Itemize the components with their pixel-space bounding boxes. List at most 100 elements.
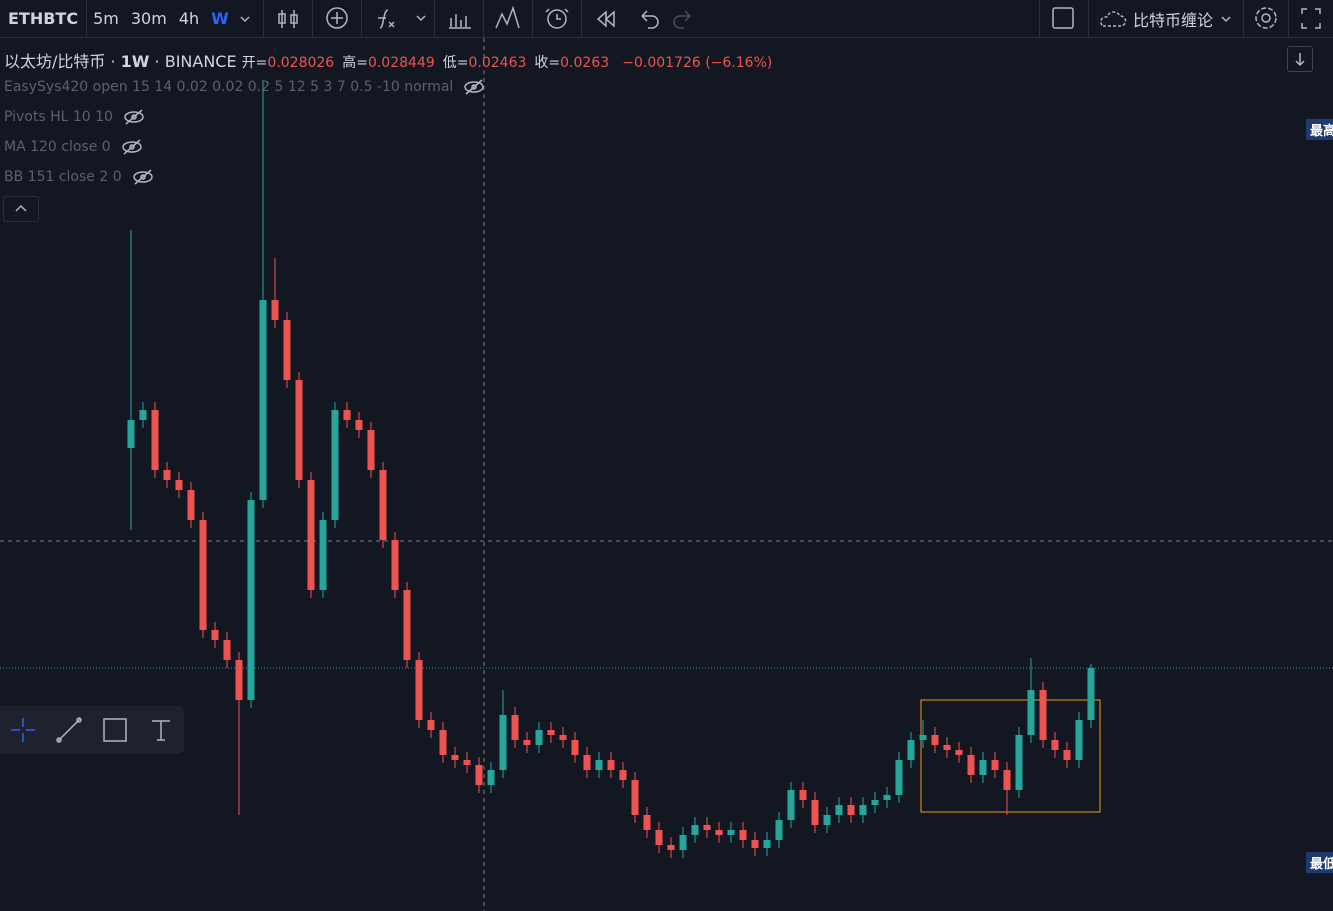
undo[interactable]: [630, 0, 666, 37]
text-tool[interactable]: [138, 706, 184, 754]
hidden-icon[interactable]: [130, 168, 156, 186]
chart-type[interactable]: [264, 0, 312, 37]
candle-body: [823, 815, 831, 825]
candle-body: [895, 760, 903, 795]
candle-body: [499, 715, 507, 770]
indicator: BB 151 close 2 0: [4, 168, 156, 186]
indicator-name: Pivots HL 10 10: [4, 109, 113, 125]
candle-body: [343, 410, 351, 420]
candle-body: [799, 790, 807, 800]
compare[interactable]: [313, 0, 361, 37]
indicator-name: BB 151 close 2 0: [4, 169, 122, 185]
candle-body: [835, 805, 843, 815]
candle-body: [1039, 690, 1047, 740]
candle-body: [139, 410, 147, 420]
candle-body: [331, 410, 339, 520]
symbol[interactable]: ETHBTC: [8, 9, 79, 28]
candle-body: [631, 780, 639, 815]
candle-body: [439, 730, 447, 755]
fullscreen-toggle[interactable]: [1040, 0, 1088, 37]
candle-body: [787, 790, 795, 820]
candle-body: [739, 830, 747, 840]
interval[interactable]: 4h: [178, 9, 200, 28]
legend: 以太坊/比特币 · 1W · BINANCE 开=0.028026 高=0.028…: [4, 52, 773, 71]
ohlc-value: 0.028449: [367, 55, 435, 71]
candle-body: [259, 300, 267, 500]
rectangle-tool[interactable]: [92, 706, 138, 754]
dropdown[interactable]: [235, 9, 255, 29]
candle-body: [907, 740, 915, 760]
candle-body: [403, 590, 411, 660]
candle-body: [595, 760, 603, 770]
interval[interactable]: 30m: [130, 9, 167, 28]
candle-body: [511, 715, 519, 740]
candle-body: [727, 830, 735, 835]
interval[interactable]: W: [211, 9, 229, 28]
ohlc-value: 0.02463: [468, 55, 527, 71]
fullscreen[interactable]: [1289, 0, 1333, 37]
high-label: 最高价: [1305, 119, 1333, 140]
line-tool[interactable]: [46, 706, 92, 754]
candle-body: [991, 760, 999, 770]
candle-body: [847, 805, 855, 815]
candle-body: [871, 800, 879, 805]
candle-body: [1075, 720, 1083, 760]
candle-body: [679, 835, 687, 850]
candle-body: [283, 320, 291, 380]
hidden-icon[interactable]: [461, 78, 487, 96]
candle-body: [703, 825, 711, 830]
candle-body: [955, 750, 963, 755]
scroll-button[interactable]: [1287, 46, 1313, 72]
candle-body: [535, 730, 543, 745]
hidden-icon[interactable]: [119, 138, 145, 156]
candle-body: [619, 770, 627, 780]
indicators[interactable]: [362, 0, 434, 37]
candle-body: [1087, 668, 1095, 720]
candle-body: [523, 740, 531, 745]
intervals: 5m 30m 4h W: [87, 0, 235, 37]
candle-body: [1027, 690, 1035, 735]
redo[interactable]: [666, 0, 702, 37]
candle-body: [547, 730, 555, 735]
compare-ideas[interactable]: [484, 0, 532, 37]
ohlc-label: 开=: [241, 55, 268, 71]
hidden-icon[interactable]: [121, 108, 147, 126]
ohlc-value: 0.0263: [560, 55, 610, 71]
candle-body: [475, 765, 483, 785]
candle-body: [451, 755, 459, 760]
replay[interactable]: [582, 0, 630, 37]
candle-body: [931, 735, 939, 745]
legend-interval: 1W: [120, 52, 150, 71]
candle-body: [379, 470, 387, 540]
settings[interactable]: [1244, 0, 1288, 37]
candle-body: [391, 540, 399, 590]
interval[interactable]: 5m: [93, 9, 119, 28]
layout-name: 比特币缠论: [1132, 10, 1213, 30]
candle-body: [199, 520, 207, 630]
candle-body: [811, 800, 819, 825]
templates[interactable]: [435, 0, 483, 37]
candle-body: [655, 830, 663, 845]
layout[interactable]: 比特币缠论: [1089, 0, 1243, 37]
alert[interactable]: [533, 0, 581, 37]
candle-body: [1063, 750, 1071, 760]
candle-body: [187, 490, 195, 520]
top-toolbar: ETHBTC 5m 30m 4h W 比特币缠论: [0, 0, 1333, 38]
candle-body: [1003, 770, 1011, 790]
candle-body: [559, 735, 567, 740]
collapse-legend[interactable]: [3, 196, 39, 222]
legend-exchange: BINANCE: [164, 52, 237, 71]
candle-body: [775, 820, 783, 840]
candle-body: [583, 755, 591, 770]
ohlc-label: 收=: [534, 55, 561, 71]
crosshair-tool[interactable]: [0, 706, 46, 754]
candle-body: [943, 745, 951, 750]
ohlc-label: 低=: [442, 55, 469, 71]
candle-body: [1051, 740, 1059, 750]
indicator-name: MA 120 close 0: [4, 139, 111, 155]
drawing-toolbar: [0, 706, 184, 754]
candle-body: [367, 430, 375, 470]
candle-body: [763, 840, 771, 848]
